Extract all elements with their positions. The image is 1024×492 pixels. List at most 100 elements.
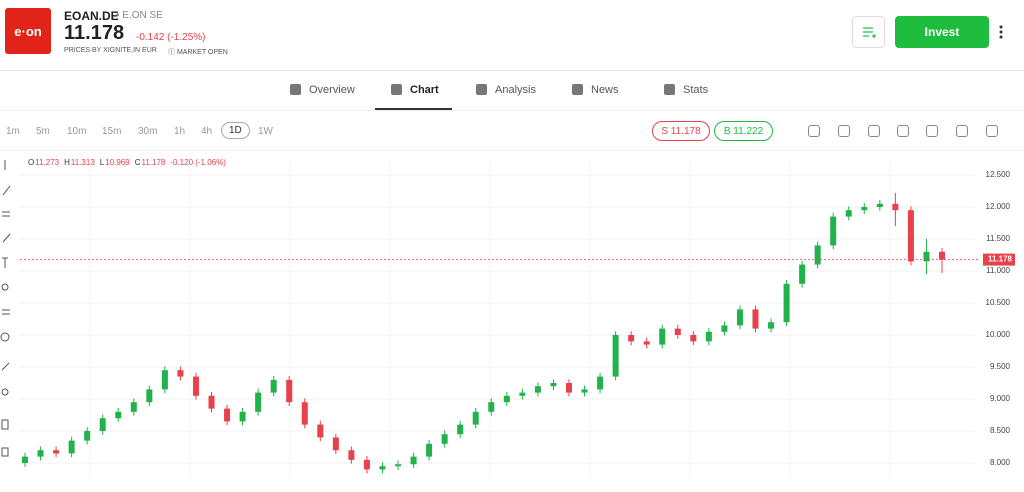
- candle-body: [68, 440, 75, 454]
- timeframe[interactable]: 30m: [138, 126, 158, 137]
- more-button[interactable]: [999, 24, 1003, 40]
- ohlc-label: H: [64, 158, 70, 167]
- tab[interactable]: Chart: [410, 84, 439, 96]
- tool-icon[interactable]: [868, 125, 880, 137]
- watchlist-button[interactable]: [852, 16, 885, 48]
- candle-body: [814, 245, 821, 265]
- candle-body: [768, 322, 775, 329]
- symbol: EOAN.DE: [64, 9, 119, 23]
- change: -0.142 (-1.25%): [136, 32, 206, 43]
- candle-body: [892, 203, 899, 211]
- timeframe[interactable]: 10m: [67, 126, 87, 137]
- candle-body: [597, 376, 604, 390]
- y-tick-label: 9.000: [990, 394, 1011, 403]
- candle-body: [317, 424, 324, 438]
- tab[interactable]: News: [591, 84, 619, 96]
- y-tick-label: 12.500: [986, 170, 1011, 179]
- tool-icon[interactable]: [897, 125, 909, 137]
- candle-body: [395, 464, 402, 467]
- y-tick-label: 11.500: [986, 234, 1010, 243]
- divider: [0, 110, 1024, 111]
- ohlc-value: 10.969: [105, 158, 130, 167]
- sell-button[interactable]: S 11.178: [652, 121, 710, 141]
- timeframe[interactable]: 15m: [102, 126, 122, 137]
- candle-body: [84, 431, 91, 441]
- tool-icon[interactable]: [986, 125, 998, 137]
- price: 11.178: [64, 22, 125, 44]
- candle-body: [208, 395, 215, 409]
- candle-body: [534, 386, 541, 393]
- candle-body: [581, 389, 588, 393]
- candle-body: [752, 309, 759, 329]
- candle-body: [659, 328, 666, 345]
- timeframe[interactable]: 1m: [6, 126, 20, 137]
- candle-body: [472, 411, 479, 425]
- candle-body: [22, 456, 28, 464]
- y-tick-label: 12.000: [986, 202, 1011, 211]
- active-underline: [375, 108, 452, 110]
- candle-body: [53, 450, 60, 454]
- candle-body: [861, 206, 868, 211]
- timeframe[interactable]: 1W: [258, 126, 273, 137]
- y-tick-label: 10.000: [986, 330, 1011, 339]
- candle-body: [736, 309, 743, 326]
- tool-icon[interactable]: [956, 125, 968, 137]
- candle-body: [612, 335, 619, 377]
- market-status: ⓘ MARKET OPEN: [168, 49, 228, 56]
- tab-icon: [476, 84, 487, 95]
- candle-body: [705, 331, 712, 342]
- candle-body: [441, 434, 448, 444]
- candle-body: [503, 395, 510, 403]
- ohlc-label: O: [28, 158, 34, 167]
- invest-button[interactable]: Invest: [895, 16, 989, 48]
- candle-body: [939, 251, 945, 260]
- candle-body: [845, 210, 852, 217]
- tool-icon[interactable]: [838, 125, 850, 137]
- candle-body: [674, 328, 681, 336]
- y-tick-label: 8.000: [990, 458, 1011, 467]
- candle-body: [146, 389, 153, 403]
- candle-body: [643, 341, 650, 345]
- candle-body: [690, 335, 697, 342]
- tab[interactable]: Stats: [683, 84, 709, 96]
- y-tick-label: 10.500: [986, 298, 1011, 307]
- candle-body: [519, 392, 526, 396]
- timeframe[interactable]: 4h: [201, 126, 213, 137]
- candle-body: [115, 411, 122, 419]
- company: • E.ON SE: [116, 10, 163, 21]
- tab-icon: [572, 84, 583, 95]
- candle-body: [301, 402, 308, 425]
- candle-body: [721, 325, 728, 332]
- candle-body: [799, 264, 806, 284]
- ohlc-label: C: [135, 158, 141, 167]
- tool-icon[interactable]: [926, 125, 938, 137]
- y-tick-label: 9.500: [990, 362, 1011, 371]
- candle-body: [426, 443, 433, 457]
- candle-body: [457, 424, 464, 435]
- candle-body: [923, 251, 930, 262]
- timeframe[interactable]: 1D: [221, 122, 250, 139]
- ohlc-value: 11.273: [35, 158, 59, 167]
- chart: 8.000 8.500 9.000 9.500 10.000 10.500 11.000 11…: [0, 150, 1024, 478]
- header: e·on EOAN.DE • E.ON SE 11.178 -0.142 (-1…: [0, 0, 1024, 71]
- tab[interactable]: Overview: [309, 84, 355, 96]
- tool-icon[interactable]: [808, 125, 820, 137]
- tab-icon: [391, 84, 402, 95]
- candle-body: [876, 203, 883, 207]
- candle-body: [286, 379, 293, 403]
- candle-body: [628, 335, 635, 342]
- y-tick-label: 11.000: [986, 266, 1010, 275]
- candle-body: [488, 402, 495, 412]
- candle-body: [332, 437, 339, 451]
- logo: e·on: [5, 8, 51, 54]
- candle-body: [130, 402, 137, 412]
- candle-body: [565, 383, 572, 393]
- buy-button[interactable]: B 11.222: [714, 121, 773, 141]
- y-tick-label: 8.500: [990, 426, 1011, 435]
- candle-body: [99, 418, 106, 432]
- tab[interactable]: Analysis: [495, 84, 536, 96]
- timeframe[interactable]: 5m: [36, 126, 50, 137]
- candle-body: [270, 379, 277, 393]
- timeframe[interactable]: 1h: [174, 126, 186, 137]
